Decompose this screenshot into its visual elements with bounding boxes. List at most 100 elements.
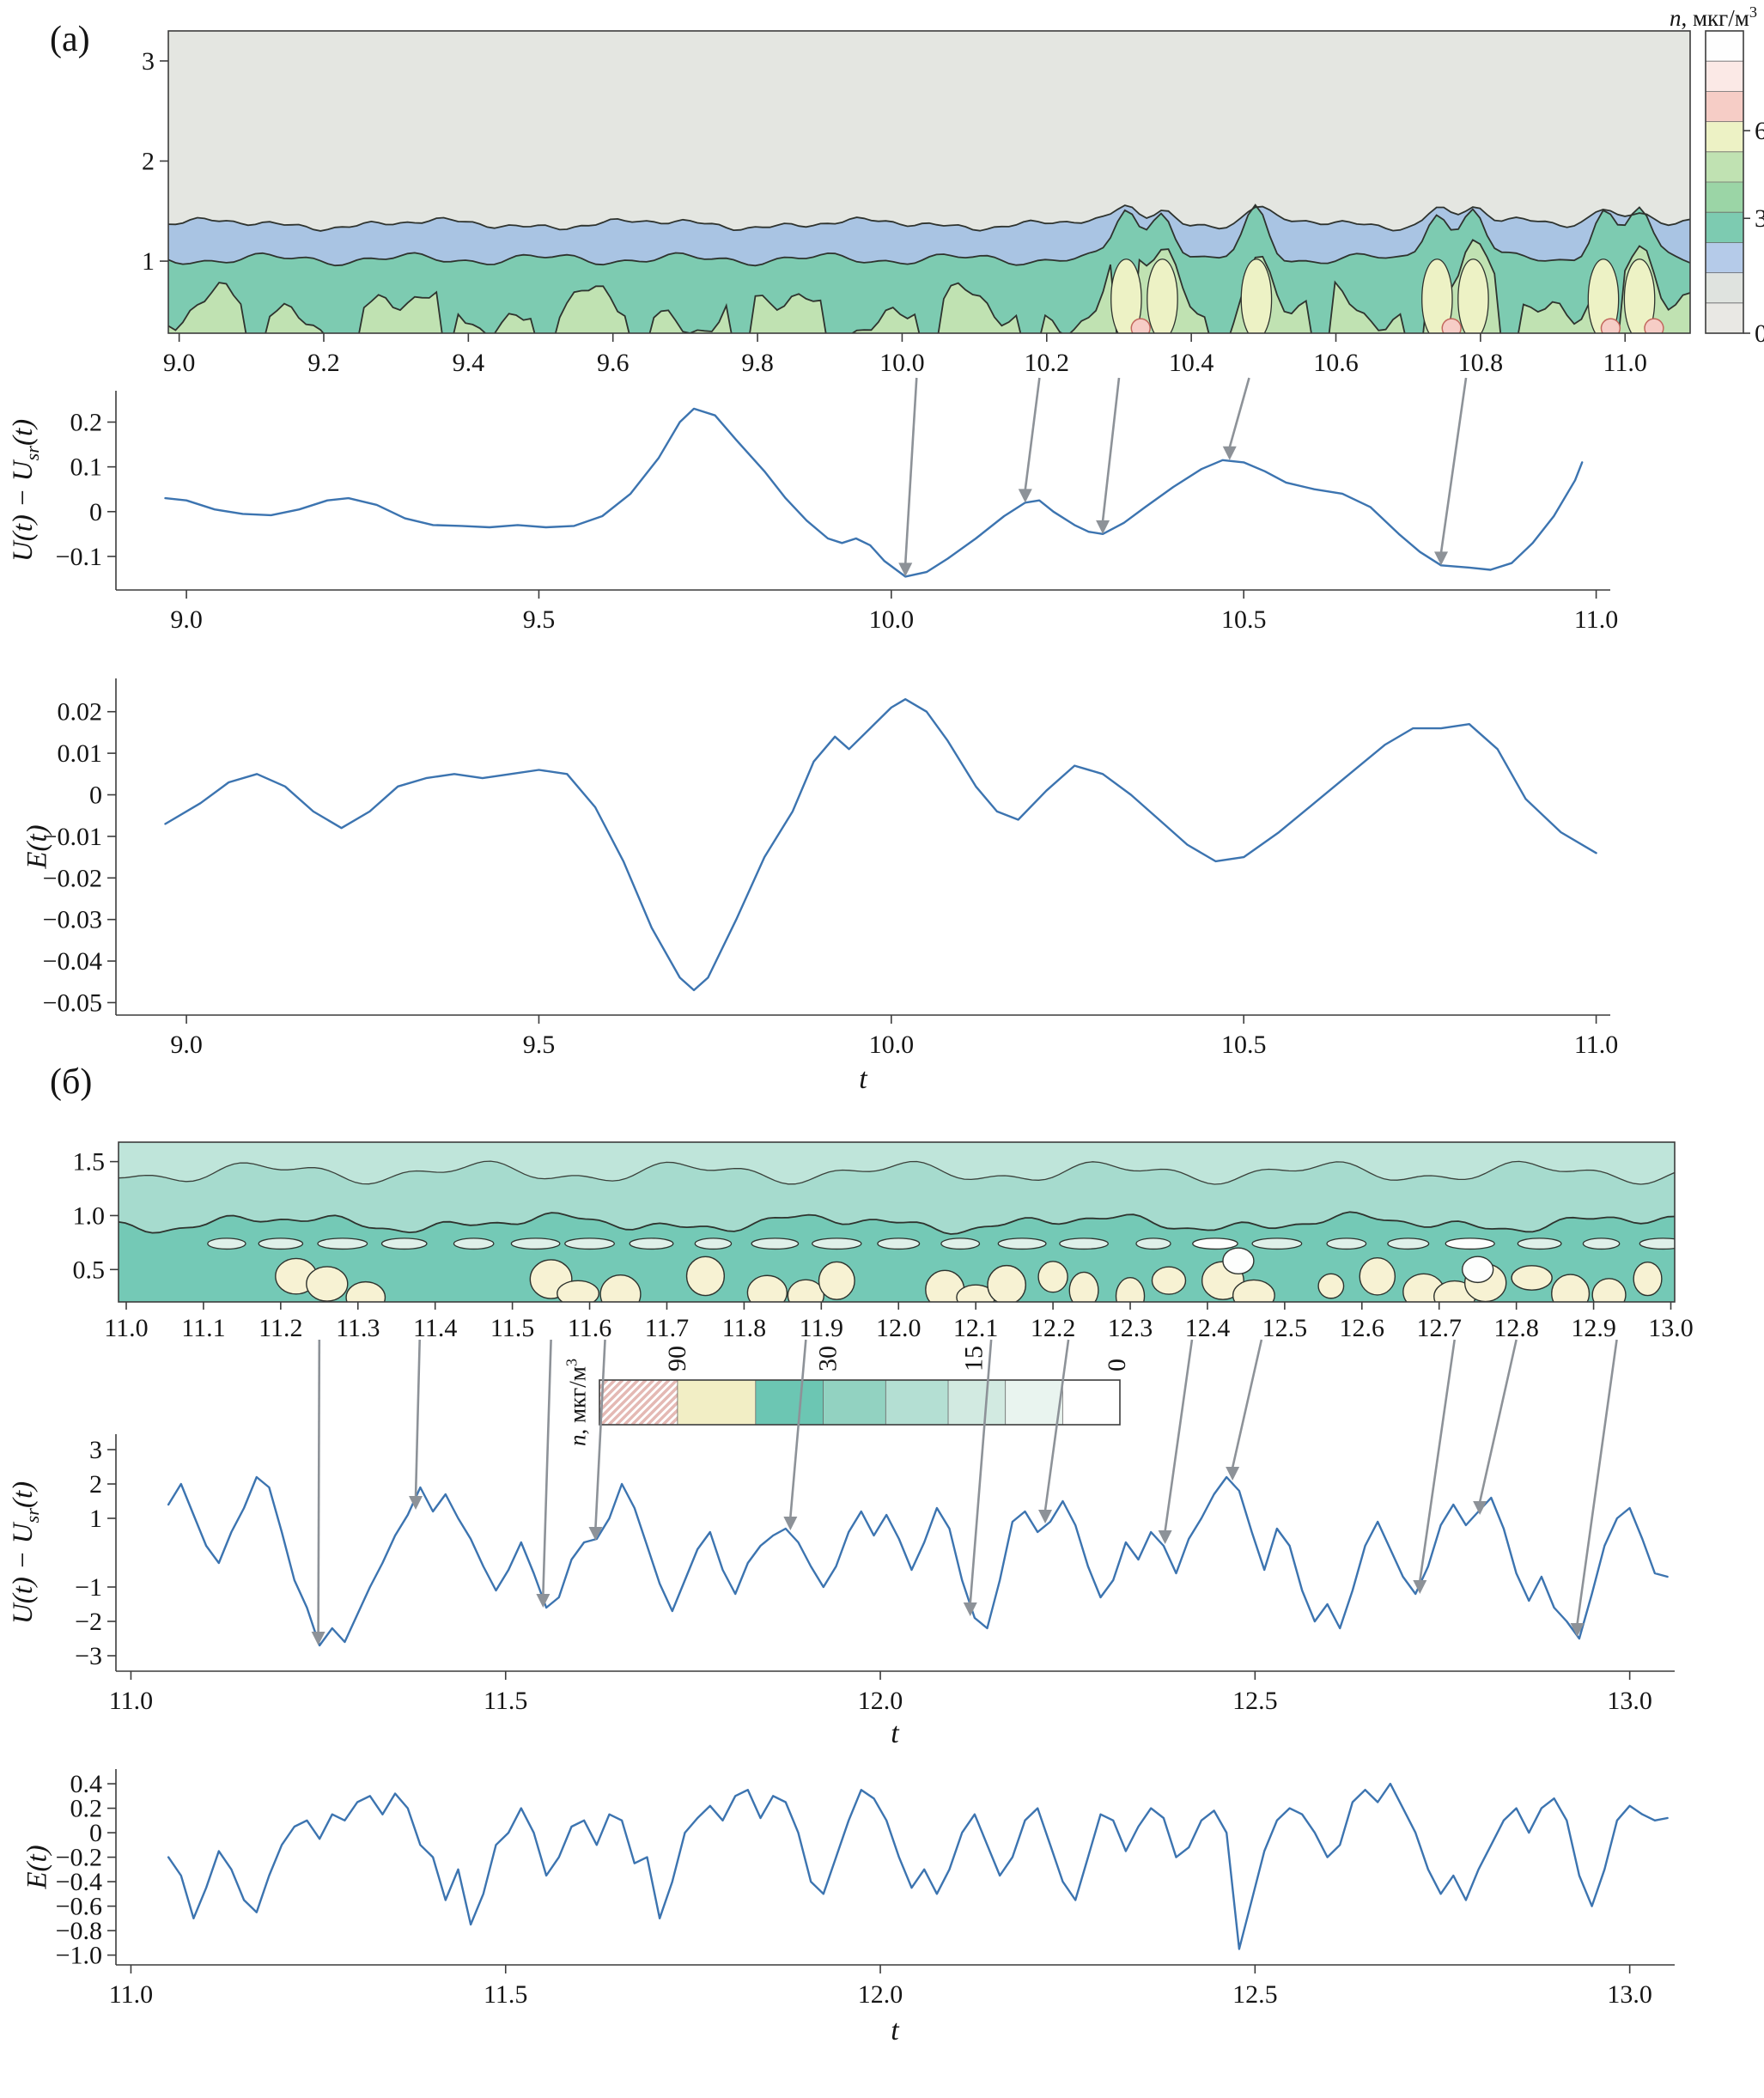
svg-text:10.8: 10.8 [1458, 349, 1504, 377]
u-b-ylabel: U(t) − Usr(t) [8, 1481, 43, 1625]
colorbar-a: 0 30 60 [1705, 30, 1764, 348]
svg-text:1: 1 [89, 1505, 102, 1533]
colorbar-b-title: n, мкг/м3 [563, 1359, 592, 1446]
svg-text:0.2: 0.2 [70, 408, 103, 436]
svg-text:10.0: 10.0 [869, 605, 915, 634]
svg-text:12.5: 12.5 [1232, 1687, 1278, 1715]
svg-text:−0.03: −0.03 [43, 906, 102, 934]
svg-text:−0.8: −0.8 [56, 1917, 102, 1945]
u-minus-usr-chart-b: 11.0 11.5 12.0 12.5 13.0 3 2 1 −1 −2 −3 [75, 1434, 1675, 1715]
e-chart-a: 9.0 9.5 10.0 10.5 11.0 0.02 0.01 0 −0.01 −0.02 −0.… [43, 678, 1618, 1059]
svg-text:9.5: 9.5 [523, 1031, 556, 1059]
svg-text:12.4: 12.4 [1185, 1314, 1231, 1342]
units-text: , мкг/м [564, 1366, 591, 1435]
svg-text:11.7: 11.7 [645, 1314, 689, 1342]
x-label-a: t [859, 1063, 867, 1095]
svg-text:−0.05: −0.05 [43, 988, 102, 1017]
svg-text:9.2: 9.2 [307, 349, 340, 377]
svg-text:12.1: 12.1 [953, 1314, 999, 1342]
svg-text:11.0: 11.0 [104, 1314, 148, 1342]
svg-text:12.2: 12.2 [1031, 1314, 1076, 1342]
svg-text:12.3: 12.3 [1108, 1314, 1153, 1342]
svg-text:1.5: 1.5 [73, 1148, 106, 1177]
svg-text:1: 1 [142, 247, 155, 276]
svg-text:0.01: 0.01 [58, 739, 103, 768]
svg-text:90: 90 [663, 1346, 691, 1371]
svg-text:0: 0 [89, 498, 102, 526]
svg-text:15: 15 [959, 1346, 988, 1371]
svg-text:11.5: 11.5 [484, 1687, 527, 1715]
e-chart-b: 11.0 11.5 12.0 12.5 13.00.40.20−0.2−0.4−0.6−… [56, 1769, 1675, 2009]
svg-text:3: 3 [89, 1436, 102, 1464]
svg-text:30: 30 [1755, 204, 1764, 233]
svg-text:11.3: 11.3 [336, 1314, 380, 1342]
svg-text:10.4: 10.4 [1169, 349, 1214, 377]
svg-text:9.6: 9.6 [597, 349, 630, 377]
svg-text:13.0: 13.0 [1648, 1314, 1694, 1342]
svg-text:12.6: 12.6 [1340, 1314, 1385, 1342]
svg-text:13.0: 13.0 [1607, 1687, 1652, 1715]
svg-text:11.2: 11.2 [259, 1314, 302, 1342]
svg-text:3: 3 [142, 47, 155, 76]
svg-text:0.2: 0.2 [70, 1795, 103, 1823]
svg-text:11.0: 11.0 [109, 1687, 153, 1715]
svg-text:11.8: 11.8 [722, 1314, 766, 1342]
svg-text:12.0: 12.0 [858, 1687, 903, 1715]
svg-text:0: 0 [1103, 1359, 1131, 1371]
svg-text:0.4: 0.4 [70, 1770, 103, 1798]
svg-text:0: 0 [1755, 319, 1764, 348]
svg-text:11.0: 11.0 [1574, 1031, 1618, 1059]
svg-text:11.1: 11.1 [181, 1314, 225, 1342]
svg-text:−1.0: −1.0 [56, 1942, 102, 1970]
svg-text:11.0: 11.0 [1603, 349, 1647, 377]
svg-text:1.0: 1.0 [73, 1201, 106, 1230]
svg-text:0.1: 0.1 [70, 453, 103, 482]
svg-text:30: 30 [814, 1346, 842, 1371]
svg-text:9.0: 9.0 [170, 605, 203, 634]
svg-text:11.0: 11.0 [109, 1980, 153, 2009]
svg-text:−0.04: −0.04 [43, 947, 102, 976]
contour-plot-a: 9.0 9.2 9.4 9.6 9.8 10.0 10.2 10.4 10.6 10.8 11.0 1… [142, 30, 1691, 377]
n-symbol: n [564, 1434, 591, 1447]
svg-text:12.5: 12.5 [1232, 1980, 1278, 2009]
svg-text:10.2: 10.2 [1025, 349, 1070, 377]
svg-text:9.0: 9.0 [163, 349, 196, 377]
svg-text:0.5: 0.5 [73, 1256, 106, 1284]
svg-text:10.0: 10.0 [869, 1031, 915, 1059]
svg-text:−0.4: −0.4 [56, 1868, 102, 1896]
svg-text:9.5: 9.5 [523, 605, 556, 634]
u-minus-usr-chart-a: 9.0 9.5 10.0 10.5 11.0 0.2 0.1 0 −0.1 [56, 391, 1618, 634]
svg-text:12.0: 12.0 [858, 1980, 903, 2009]
colorbar-a-title: n, мкг/м3 [1670, 3, 1757, 32]
panel-b-label: (б) [50, 1062, 93, 1102]
svg-text:0: 0 [89, 781, 102, 810]
contour-plot-b: 11.0 11.1 11.2 11.3 11.4 11.5 11.6 11.7 11.8 11.9… [73, 1141, 1694, 1342]
n-symbol: n [1669, 5, 1682, 31]
svg-text:60: 60 [1755, 117, 1764, 145]
svg-text:12.8: 12.8 [1493, 1314, 1539, 1342]
panel-a-label: (a) [50, 20, 90, 59]
event-arrows-b [311, 1339, 1618, 1645]
svg-text:−0.1: −0.1 [56, 543, 102, 571]
svg-text:12.7: 12.7 [1416, 1314, 1462, 1342]
svg-text:9.4: 9.4 [453, 349, 485, 377]
svg-text:−1: −1 [75, 1573, 102, 1602]
svg-text:12.5: 12.5 [1262, 1314, 1308, 1342]
svg-text:−3: −3 [75, 1642, 102, 1670]
svg-text:12.0: 12.0 [876, 1314, 922, 1342]
colorbar-b: 90 30 15 0 [599, 1346, 1131, 1426]
svg-text:11.5: 11.5 [490, 1314, 534, 1342]
svg-text:0: 0 [89, 1819, 102, 1847]
svg-text:11.5: 11.5 [484, 1980, 527, 2009]
svg-text:0.02: 0.02 [58, 698, 103, 727]
svg-text:−0.2: −0.2 [56, 1844, 102, 1872]
event-arrows-a [898, 377, 1468, 577]
svg-text:−0.01: −0.01 [43, 823, 102, 851]
svg-text:9.0: 9.0 [170, 1031, 203, 1059]
svg-text:12.9: 12.9 [1571, 1314, 1616, 1342]
e-a-ylabel: E(t) [21, 824, 53, 869]
e-b-ylabel: E(t) [21, 1845, 53, 1889]
svg-text:10.5: 10.5 [1221, 1031, 1267, 1059]
